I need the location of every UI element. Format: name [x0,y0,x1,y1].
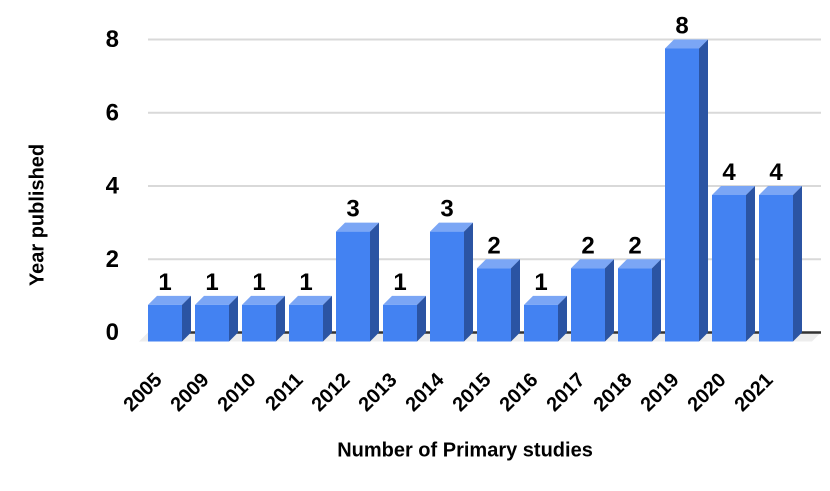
y-axis-title: Year published [26,143,49,287]
bar-top-2018 [618,259,661,269]
y-tick-label-6: 6 [106,99,119,126]
bar-2020 [712,195,746,342]
bar-value-label-2005: 1 [158,269,171,296]
bar-top-2009 [195,295,238,305]
bar-value-label-2021: 4 [769,159,783,186]
bar-side-2005 [182,295,191,342]
x-tick-label-2012: 2012 [308,369,355,416]
bar-side-2016 [558,295,567,342]
bar-2011 [289,304,323,342]
bar-side-2010 [276,295,285,342]
bar-side-2012 [370,222,379,342]
x-tick-label-2010: 2010 [214,369,261,416]
x-tick-label-2021: 2021 [731,369,778,416]
bar-value-label-2017: 2 [581,232,594,259]
bar-value-label-2020: 4 [722,159,736,186]
bar-top-2020 [712,186,755,195]
bar-top-2011 [289,295,332,305]
bar-top-2014 [430,222,473,232]
x-axis-title: Number of Primary studies [337,439,593,462]
bar-value-label-2019: 8 [675,13,688,40]
bar-value-label-2015: 2 [487,232,500,259]
bar-value-label-2010: 1 [252,269,265,296]
bar-value-label-2014: 3 [440,196,453,223]
bar-top-2012 [336,222,379,232]
y-tick-label-4: 4 [106,173,120,200]
x-tick-label-2015: 2015 [449,369,496,416]
bar-side-2017 [605,259,614,342]
x-tick-label-2019: 2019 [637,369,684,416]
bar-top-2010 [242,295,285,305]
bar-side-2011 [323,295,332,342]
x-tick-label-2009: 2009 [167,369,214,416]
bar-value-label-2013: 1 [393,269,406,296]
bar-2010 [242,304,276,342]
x-tick-label-2020: 2020 [684,369,731,416]
bar-value-label-2012: 3 [346,196,359,223]
bar-2018 [618,268,652,342]
x-tick-label-2011: 2011 [261,369,307,415]
bar-value-label-2009: 1 [205,269,218,296]
x-tick-label-2017: 2017 [543,369,590,416]
bar-top-2021 [759,186,802,195]
bar-value-label-2016: 1 [534,269,547,296]
x-tick-label-2014: 2014 [402,368,450,416]
bar-side-2015 [511,259,520,342]
bar-2013 [383,304,417,342]
bar-2014 [430,231,464,342]
bar-side-2019 [699,39,708,342]
bar-top-2016 [524,295,567,305]
bar-2009 [195,304,229,342]
bar-2021 [759,195,793,342]
bar-side-2013 [417,295,426,342]
bar-side-2009 [229,295,238,342]
bar-2015 [477,268,511,342]
y-tick-label-2: 2 [106,246,119,273]
y-tick-label-0: 0 [106,319,119,346]
bar-2019 [665,48,699,342]
bar-top-2015 [477,259,520,269]
x-tick-label-2013: 2013 [355,369,402,416]
bar-2016 [524,304,558,342]
x-tick-label-2016: 2016 [496,369,543,416]
bar-top-2019 [665,39,708,49]
bar-side-2014 [464,222,473,342]
bar-top-2017 [571,259,614,269]
bar-top-2005 [148,295,191,305]
bar-side-2021 [793,186,802,342]
bar-side-2020 [746,186,755,342]
y-tick-label-8: 8 [106,26,119,53]
bar-side-2018 [652,259,661,342]
bar-top-2013 [383,295,426,305]
bar-2012 [336,231,370,342]
x-tick-label-2005: 2005 [120,369,167,416]
bar-2005 [148,304,182,342]
bar-value-label-2018: 2 [628,232,641,259]
bar-value-label-2011: 1 [299,269,312,296]
x-tick-label-2018: 2018 [590,369,637,416]
bar-2017 [571,268,605,342]
